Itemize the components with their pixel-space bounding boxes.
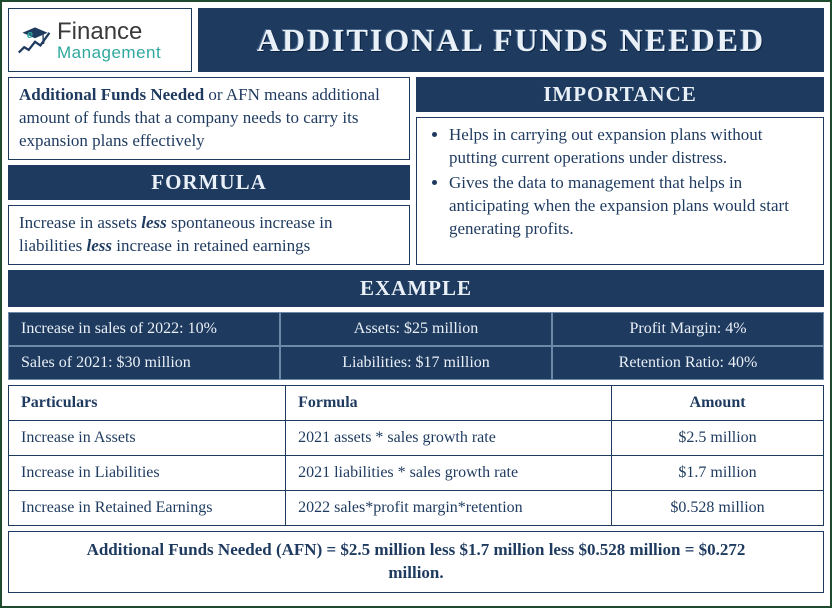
col-header: Particulars	[9, 385, 286, 420]
given-data-grid: Increase in sales of 2022: 10% Assets: $…	[8, 312, 824, 380]
definition-lead: Additional Funds Needed	[19, 85, 204, 104]
table-header-row: Particulars Formula Amount	[9, 385, 824, 420]
header-row: e Finance Management ADDITIONAL FUNDS NE…	[8, 8, 824, 72]
given-cell: Retention Ratio: 40%	[552, 346, 824, 380]
logo-text: Finance Management	[57, 20, 161, 61]
result-box: Additional Funds Needed (AFN) = $2.5 mil…	[8, 531, 824, 593]
given-cell: Liabilities: $17 million	[280, 346, 552, 380]
formula-box: Increase in assets less spontaneous incr…	[8, 205, 410, 265]
title-banner: ADDITIONAL FUNDS NEEDED	[198, 8, 824, 72]
svg-text:e: e	[27, 29, 33, 41]
table-row: Increase in Retained Earnings 2022 sales…	[9, 490, 824, 525]
col-header: Amount	[612, 385, 824, 420]
given-cell: Assets: $25 million	[280, 312, 552, 346]
importance-list: Helps in carrying out expansion plans wi…	[427, 124, 813, 241]
page-container: e Finance Management ADDITIONAL FUNDS NE…	[0, 0, 832, 608]
calculation-table: Particulars Formula Amount Increase in A…	[8, 385, 824, 526]
example-header: EXAMPLE	[8, 270, 824, 307]
table-row: Increase in Assets 2021 assets * sales g…	[9, 420, 824, 455]
page-title: ADDITIONAL FUNDS NEEDED	[257, 22, 765, 59]
importance-item: Gives the data to management that helps …	[449, 172, 813, 241]
given-cell: Profit Margin: 4%	[552, 312, 824, 346]
table-row: Increase in Liabilities 2021 liabilities…	[9, 455, 824, 490]
logo-box: e Finance Management	[8, 8, 192, 72]
col-header: Formula	[286, 385, 612, 420]
mid-right-column: IMPORTANCE Helps in carrying out expansi…	[416, 77, 824, 265]
given-cell: Sales of 2021: $30 million	[8, 346, 280, 380]
graduation-cap-growth-icon: e	[17, 22, 53, 58]
importance-box: Helps in carrying out expansion plans wi…	[416, 117, 824, 265]
importance-header: IMPORTANCE	[416, 77, 824, 112]
mid-row: Additional Funds Needed or AFN means add…	[8, 77, 824, 265]
given-cell: Increase in sales of 2022: 10%	[8, 312, 280, 346]
formula-header: FORMULA	[8, 165, 410, 200]
importance-item: Helps in carrying out expansion plans wi…	[449, 124, 813, 170]
mid-left-column: Additional Funds Needed or AFN means add…	[8, 77, 410, 265]
logo-line2: Management	[57, 44, 161, 61]
definition-box: Additional Funds Needed or AFN means add…	[8, 77, 410, 160]
logo-line1: Finance	[57, 20, 161, 44]
